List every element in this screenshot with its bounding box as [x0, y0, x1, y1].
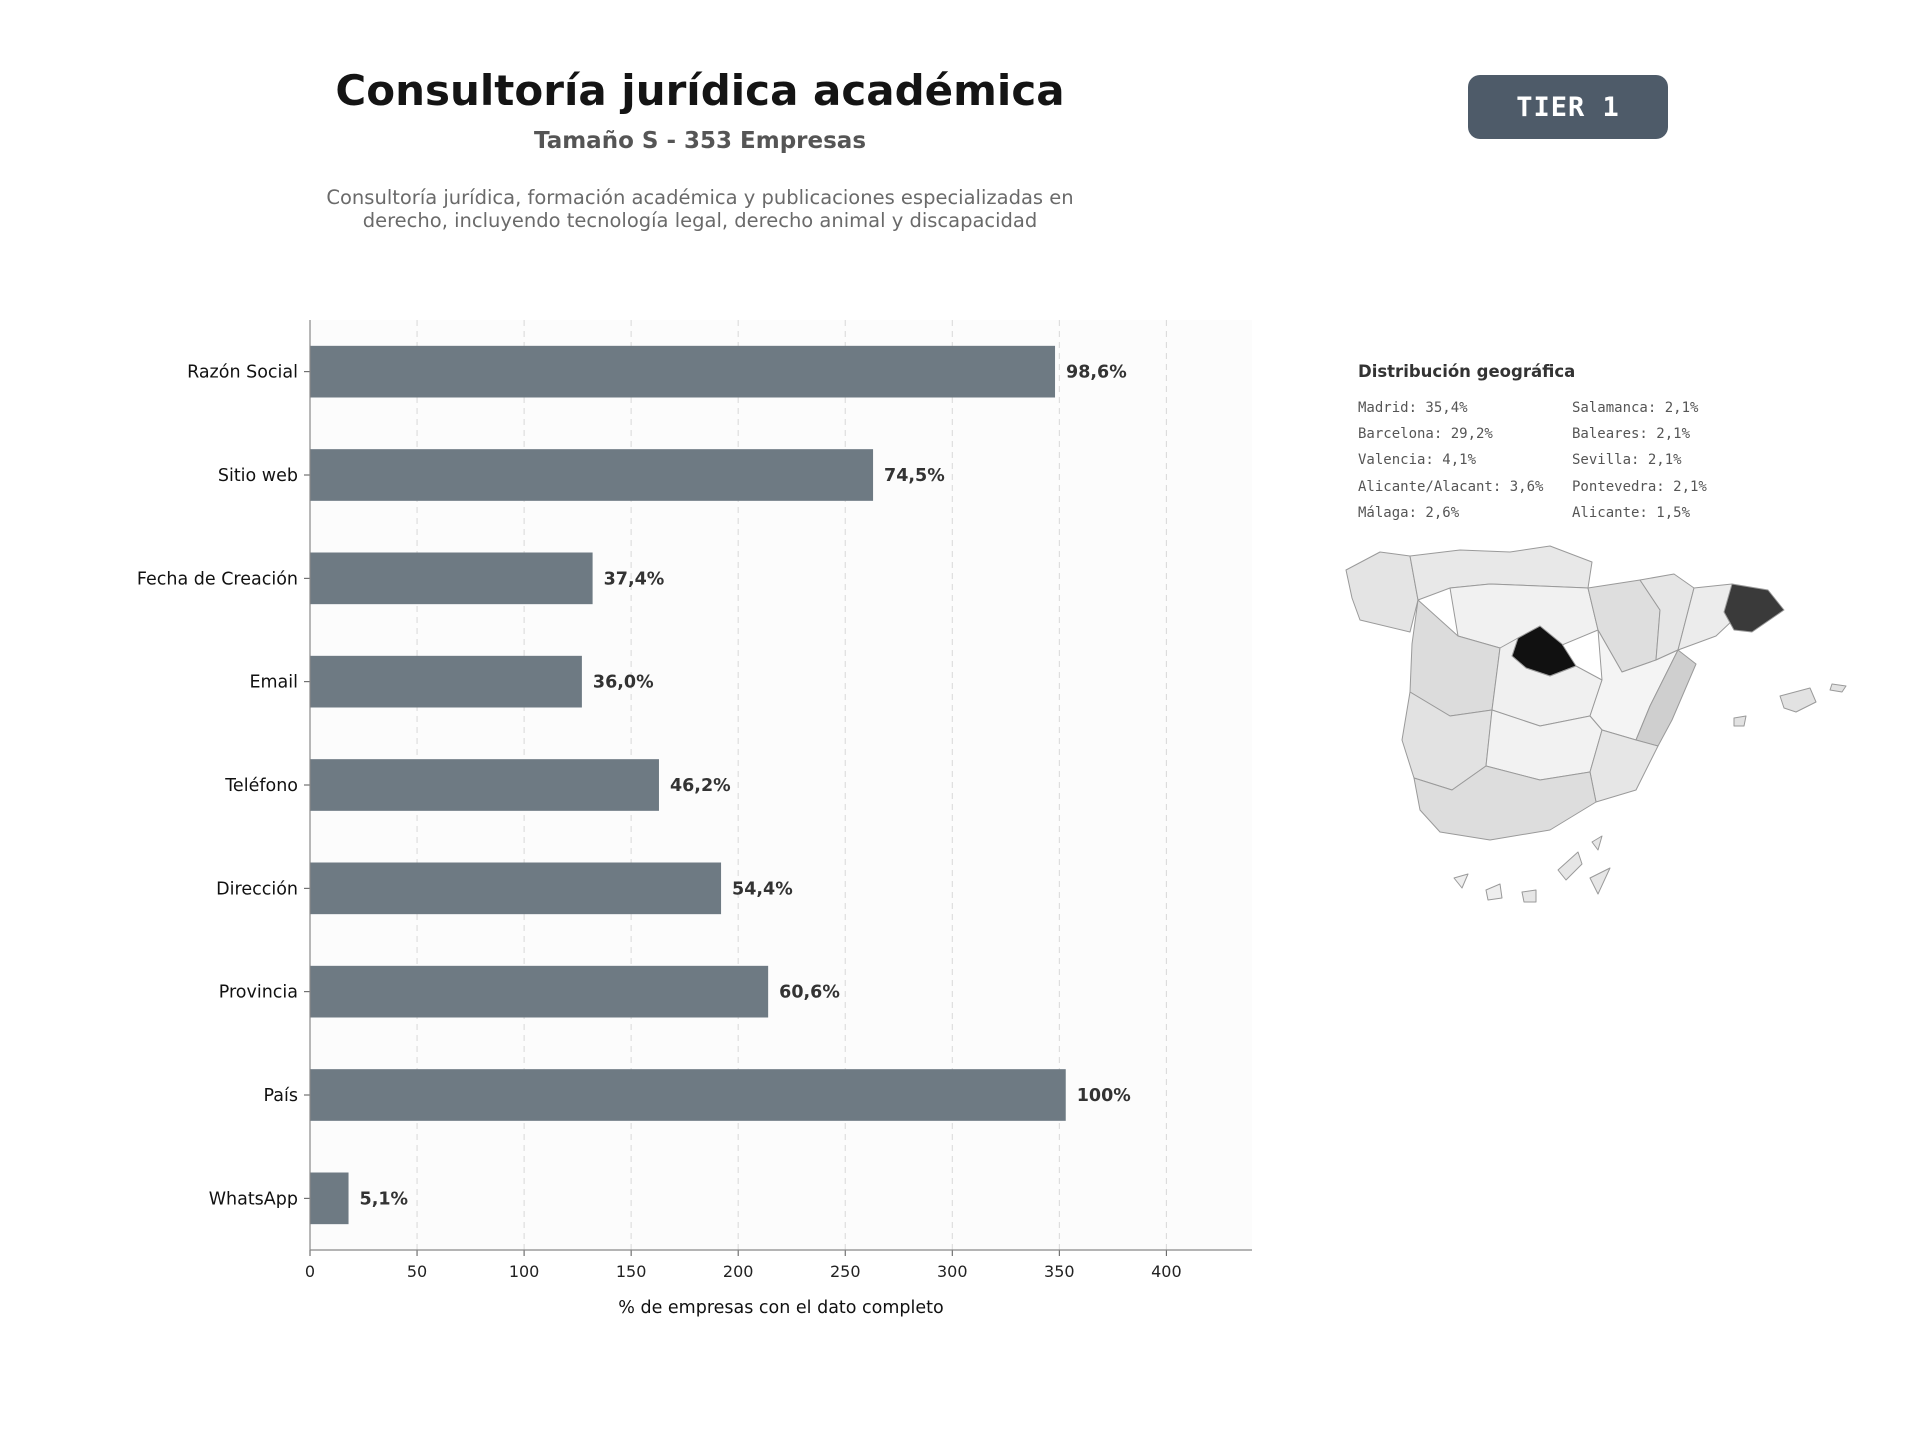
geo-item: Salamanca: 2,1% — [1572, 400, 1699, 416]
y-tick-label: Teléfono — [224, 776, 298, 796]
map-region-andalusia — [1413, 765, 1597, 841]
bar — [310, 655, 582, 708]
y-tick-label: Email — [249, 673, 298, 693]
data-label: 100% — [1077, 1086, 1131, 1106]
map-region-menorca — [1829, 683, 1847, 693]
geo-item: Sevilla: 2,1% — [1572, 452, 1682, 468]
map-region-canary-5 — [1591, 835, 1603, 851]
x-tick-label: 150 — [616, 1262, 647, 1281]
map-region-canary-east — [1589, 867, 1611, 895]
y-tick-label: Sitio web — [218, 466, 298, 486]
x-tick-label: 0 — [305, 1262, 315, 1281]
page-title: Consultoría jurídica académica — [335, 66, 1065, 115]
map-region-canary-2 — [1485, 883, 1503, 901]
map-region-canary-4 — [1557, 851, 1583, 881]
bar — [310, 552, 593, 605]
bar — [310, 862, 722, 915]
page-subtitle: Tamaño S - 353 Empresas — [533, 128, 867, 154]
bar — [310, 449, 874, 501]
x-tick-label: 200 — [723, 1262, 754, 1281]
data-label: 37,4% — [604, 569, 665, 589]
map-region-ibiza — [1733, 715, 1747, 727]
y-tick-label: País — [264, 1086, 298, 1106]
geo-distribution-title: Distribución geográfica — [1358, 362, 1576, 381]
x-tick-label: 100 — [509, 1262, 540, 1281]
map-region-canary-1 — [1453, 873, 1469, 889]
x-tick-label: 250 — [830, 1262, 861, 1281]
y-tick-label: Razón Social — [187, 363, 298, 383]
data-label: 46,2% — [670, 776, 731, 796]
geo-item: Madrid: 35,4% — [1358, 400, 1468, 416]
bar — [310, 759, 659, 811]
geo-item: Málaga: 2,6% — [1358, 505, 1460, 521]
y-tick-label: Dirección — [216, 879, 298, 899]
data-label: 74,5% — [884, 466, 945, 486]
x-axis-label: % de empresas con el dato completo — [618, 1298, 943, 1318]
geo-item: Barcelona: 29,2% — [1358, 426, 1493, 442]
geo-item: Alicante/Alacant: 3,6% — [1358, 479, 1544, 495]
geo-item: Pontevedra: 2,1% — [1572, 479, 1707, 495]
spain-province-map — [1345, 545, 1847, 903]
map-region-galicia — [1345, 551, 1419, 633]
map-region-barcelona — [1723, 583, 1785, 633]
bar — [310, 1172, 349, 1225]
geo-item: Valencia: 4,1% — [1358, 452, 1477, 468]
map-region-canary-3 — [1521, 889, 1537, 903]
x-tick-label: 400 — [1151, 1262, 1182, 1281]
data-label: 98,6% — [1066, 363, 1127, 383]
x-tick-label: 300 — [937, 1262, 968, 1281]
tier-badge: TIER 1 — [1468, 75, 1668, 139]
bar — [310, 965, 769, 1018]
y-tick-label: WhatsApp — [209, 1189, 298, 1209]
data-label: 60,6% — [779, 983, 840, 1003]
bar — [310, 1069, 1066, 1121]
x-tick-label: 50 — [407, 1262, 427, 1281]
y-tick-label: Provincia — [219, 983, 298, 1003]
data-label: 5,1% — [360, 1189, 409, 1209]
map-region-mallorca — [1779, 687, 1817, 713]
geo-item: Baleares: 2,1% — [1572, 426, 1691, 442]
sector-description: Consultoría jurídica, formación académic… — [326, 186, 1074, 232]
bar — [310, 345, 1056, 398]
y-tick-label: Fecha de Creación — [137, 569, 298, 589]
x-tick-label: 350 — [1044, 1262, 1075, 1281]
data-label: 54,4% — [732, 879, 793, 899]
data-label: 36,0% — [593, 673, 654, 693]
geo-item: Alicante: 1,5% — [1572, 505, 1691, 521]
